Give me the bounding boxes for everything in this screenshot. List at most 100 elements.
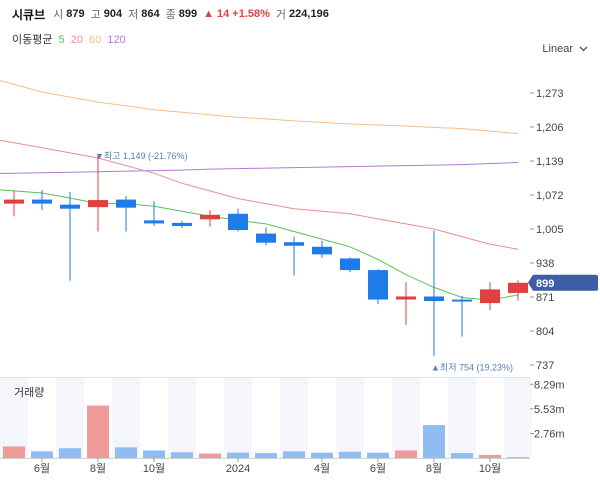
candle-body [200, 214, 220, 220]
y-axis-tick-label: 737 [536, 360, 554, 372]
x-axis-tick-label: 10월 [479, 462, 501, 475]
ma20-line [0, 139, 519, 250]
volume-bar [395, 450, 417, 458]
volume-bar [423, 425, 445, 458]
volume-value: 224,196 [289, 8, 329, 20]
volume-column-band [280, 378, 308, 458]
volume-bar [339, 451, 361, 458]
ma-legend-60: 60 [89, 34, 102, 46]
volume-bar [507, 457, 529, 458]
ma60-line [0, 80, 519, 135]
low-label: 저 [128, 9, 139, 21]
candle-body [452, 299, 472, 302]
y-axis-tick-label: 871 [536, 292, 554, 304]
volume-bar [199, 453, 221, 458]
volume-column-band [504, 378, 532, 458]
volume-axis-tick-label: 8.29m [534, 379, 565, 391]
y-axis-tick-label: 1,206 [536, 122, 564, 134]
volume-bar [143, 450, 165, 458]
candle-body [228, 213, 248, 231]
candle-body [508, 282, 528, 293]
scale-dropdown[interactable]: Linear [542, 43, 588, 55]
close-value: 899 [178, 8, 198, 20]
close-label: 종 [165, 9, 176, 21]
volume-column-band [0, 378, 28, 458]
candle-body [284, 242, 304, 246]
candle-body [32, 199, 52, 204]
volume-bar [311, 452, 333, 458]
volume-bar [367, 452, 389, 458]
x-axis-tick-label: 2024 [226, 463, 250, 475]
open-value: 879 [66, 8, 85, 20]
change-value: ▲ 14 +1.58% [203, 8, 270, 20]
y-axis-tick-label: 1,005 [536, 224, 564, 236]
y-axis-tick-label: 938 [536, 258, 554, 270]
y-axis-tick-label: 804 [536, 326, 554, 338]
volume-panel-title: 거래량 [14, 387, 45, 399]
volume-column-band [168, 378, 196, 458]
volume-label: 거 [275, 9, 287, 21]
x-axis-tick-label: 6월 [34, 462, 50, 475]
current-price-badge [528, 274, 598, 291]
current-price-label: 899 [536, 278, 554, 290]
volume-bar [87, 405, 109, 458]
high-label: 고 [90, 9, 101, 21]
candle-body [144, 220, 164, 224]
volume-bar [227, 452, 249, 458]
high-value: 904 [103, 8, 123, 20]
ma-legend-20: 20 [70, 34, 83, 46]
x-axis-tick-label: 4월 [314, 462, 330, 475]
x-axis-tick-label: 8월 [90, 462, 106, 475]
open-label: 시 [53, 9, 64, 21]
scale-label: Linear [542, 43, 573, 55]
low-price-annotation: ▲최저 754 (19.23%) [431, 362, 513, 372]
low-value: 864 [141, 8, 160, 20]
x-axis-tick-label: 8월 [426, 462, 442, 475]
candle-body [4, 199, 24, 204]
volume-column-band [56, 378, 84, 458]
candle-body [312, 246, 332, 255]
candle-body [172, 222, 192, 226]
volume-bar [479, 454, 501, 458]
candle-body [480, 289, 500, 304]
x-axis-tick-label: 6월 [370, 462, 386, 475]
ma-legend-title: 이동평균 [12, 34, 53, 46]
candle-body [88, 200, 108, 208]
candle-body [368, 270, 388, 300]
volume-bar [115, 447, 137, 458]
candle-body [340, 258, 360, 271]
candle-body [60, 204, 80, 209]
stock-name: 시큐브 [12, 7, 46, 22]
volume-column-band [112, 378, 140, 458]
candle-body [256, 233, 276, 243]
volume-column-band [392, 378, 420, 458]
candle-body [424, 296, 444, 302]
volume-bar [255, 453, 277, 458]
volume-bar [59, 448, 81, 458]
y-axis-tick-label: 1,273 [536, 88, 564, 100]
price-header: 시큐브 시 879 고 904 저 864 종 899 ▲ 14 +1.58% … [12, 6, 335, 22]
y-axis-tick-label: 1,139 [536, 156, 564, 168]
candle-body [396, 296, 416, 300]
volume-axis-tick-label: 5.53m [534, 404, 565, 416]
volume-column-band [224, 378, 252, 458]
ma120-line [0, 162, 519, 174]
volume-bar [31, 451, 53, 458]
volume-axis-tick-label: 2.76m [534, 428, 565, 440]
ma-legend-5: 5 [58, 34, 65, 46]
moving-average-legend[interactable]: 이동평균 5 20 60 120 [12, 31, 129, 47]
candle-body [116, 199, 136, 208]
high-price-annotation: ▼최고 1,149 (-21.76%) [95, 151, 188, 161]
volume-column-band [448, 378, 476, 458]
volume-bar [283, 451, 305, 458]
chevron-down-icon [579, 46, 588, 52]
volume-bar [171, 452, 193, 458]
y-axis-tick-label: 1,072 [536, 190, 564, 202]
ma5-line [0, 189, 519, 301]
volume-bar [3, 446, 25, 458]
volume-column-band [336, 378, 364, 458]
volume-bar [451, 453, 473, 458]
x-axis-tick-label: 10월 [143, 462, 165, 475]
ma-legend-120: 120 [107, 34, 126, 46]
